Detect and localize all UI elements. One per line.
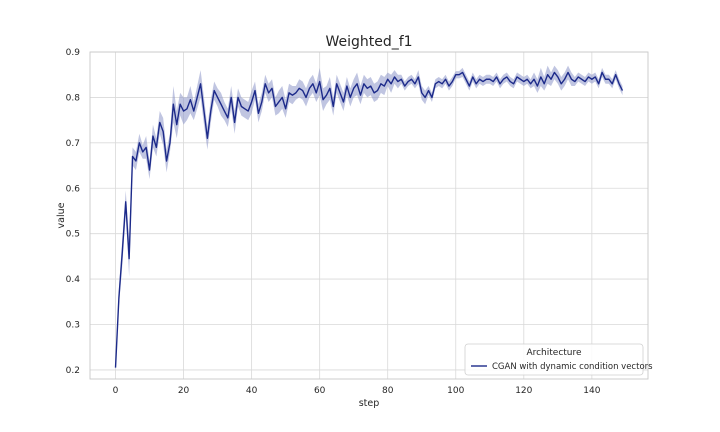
x-tick-label: 80 (382, 386, 394, 396)
chart-title: Weighted_f1 (325, 34, 412, 50)
legend: Architecture CGAN with dynamic condition… (464, 343, 653, 376)
x-axis-label: step (359, 398, 380, 409)
x-tick-label: 100 (447, 386, 464, 396)
x-tick-label: 0 (113, 386, 119, 396)
series-line (114, 71, 624, 368)
y-tick-label: 0.8 (66, 93, 81, 103)
y-tick-label: 0.7 (66, 139, 80, 149)
x-tick-label: 40 (246, 386, 258, 396)
plot-frame (89, 51, 649, 380)
x-tick-label: 140 (583, 386, 600, 396)
y-tick-label: 0.3 (66, 321, 80, 331)
legend-title: Architecture (526, 348, 582, 358)
y-tick-label: 0.9 (66, 48, 81, 58)
y-tick-label: 0.6 (66, 184, 81, 194)
x-tick-label: 20 (178, 386, 190, 396)
y-axis-ticks: 0.2 0.3 0.4 0.5 0.6 0.7 0.8 0.9 (66, 48, 81, 376)
y-tick-label: 0.4 (66, 275, 81, 285)
x-tick-label: 60 (314, 386, 326, 396)
legend-box (464, 343, 644, 376)
y-tick-label: 0.2 (66, 366, 80, 376)
legend-entry-label: CGAN with dynamic condition vectors (492, 362, 653, 372)
x-axis-ticks: 0 20 40 60 80 100 120 140 (113, 386, 601, 396)
y-tick-label: 0.5 (66, 230, 80, 240)
y-axis-label: value (56, 202, 67, 228)
x-tick-label: 120 (515, 386, 532, 396)
